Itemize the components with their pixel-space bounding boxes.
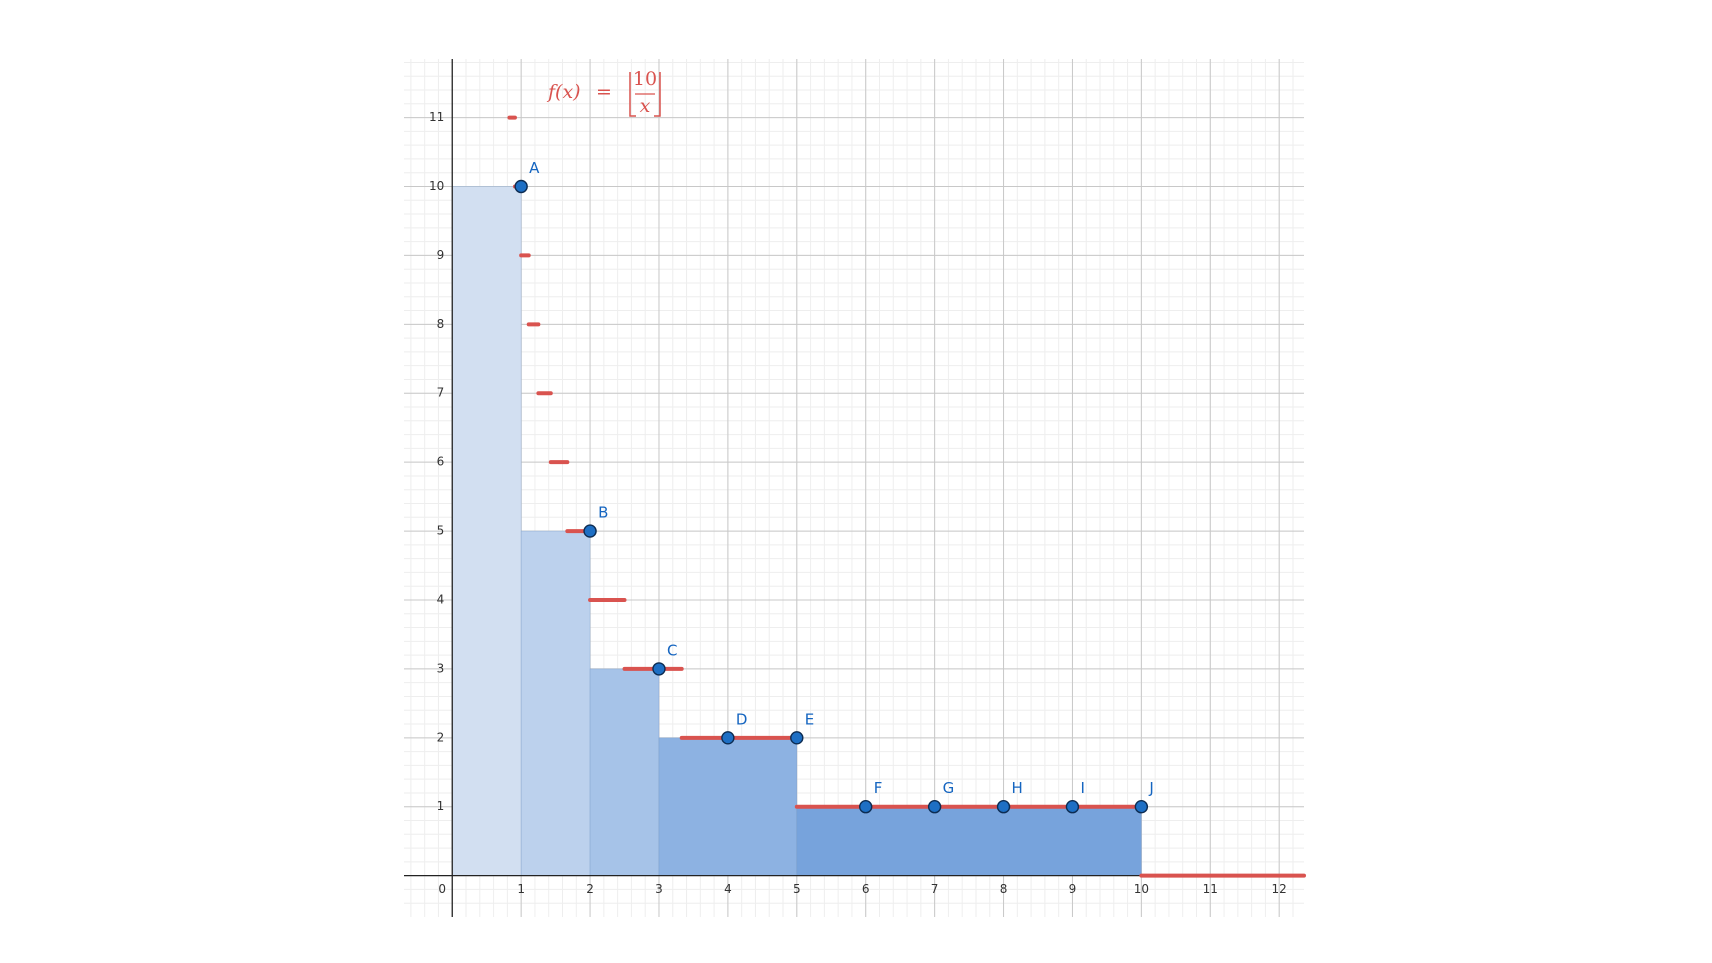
y-tick-label: 10 [429, 179, 444, 193]
points: A B C D E F G H I J [514, 159, 1154, 814]
point [1065, 800, 1080, 814]
bar [796, 806, 1142, 876]
point [927, 800, 942, 814]
point [583, 524, 597, 538]
x-tick-label: 7 [931, 882, 939, 896]
x-tick-label: 0 [438, 882, 446, 896]
y-tick-label: 4 [437, 592, 445, 606]
point [652, 662, 666, 676]
y-tick-label: 1 [437, 799, 445, 813]
function-lhs: f(x) [546, 81, 581, 103]
bar [520, 530, 591, 876]
x-tick-label: 5 [793, 882, 801, 896]
x-tick-label: 12 [1272, 882, 1287, 896]
point [996, 800, 1011, 814]
x-tick-label: 11 [1203, 882, 1218, 896]
bars [451, 186, 1142, 876]
function-label: f(x) = 10 x [546, 68, 661, 117]
point-label: C [667, 641, 677, 659]
y-tick-label: 3 [437, 661, 445, 675]
y-tick-label: 9 [437, 248, 445, 262]
bar [589, 668, 660, 876]
x-tick-label: 9 [1069, 882, 1077, 896]
point [721, 731, 735, 745]
point-label: E [805, 710, 814, 728]
y-tick-label: 11 [429, 110, 444, 124]
x-tick-label: 2 [586, 882, 594, 896]
x-tick-label: 8 [1000, 882, 1008, 896]
bar [658, 737, 798, 876]
point-label: B [598, 504, 608, 522]
point-label: D [736, 710, 748, 728]
point [1134, 800, 1149, 814]
y-tick-label: 8 [437, 317, 445, 331]
y-tick-label: 2 [437, 730, 445, 744]
x-tick-label: 3 [655, 882, 663, 896]
point-label: H [1012, 779, 1023, 797]
point-label: G [943, 779, 955, 797]
x-tick-label: 10 [1134, 882, 1149, 896]
bar [451, 186, 522, 876]
function-numerator: 10 [633, 68, 657, 90]
point-label: I [1080, 779, 1084, 797]
point-label: A [529, 159, 540, 177]
point [859, 800, 873, 814]
function-eq: = [596, 81, 612, 103]
point [514, 179, 528, 194]
x-tick-label: 1 [517, 882, 525, 896]
x-tick-label: 4 [724, 882, 732, 896]
point [790, 731, 804, 745]
point-label: J [1148, 779, 1153, 797]
floor-brackets [629, 72, 661, 117]
x-tick-label: 6 [862, 882, 870, 896]
y-tick-label: 7 [437, 386, 445, 400]
function-denominator: x [640, 95, 651, 117]
y-tick-label: 5 [437, 524, 445, 538]
y-tick-label: 6 [437, 455, 445, 469]
point-label: F [874, 779, 883, 797]
